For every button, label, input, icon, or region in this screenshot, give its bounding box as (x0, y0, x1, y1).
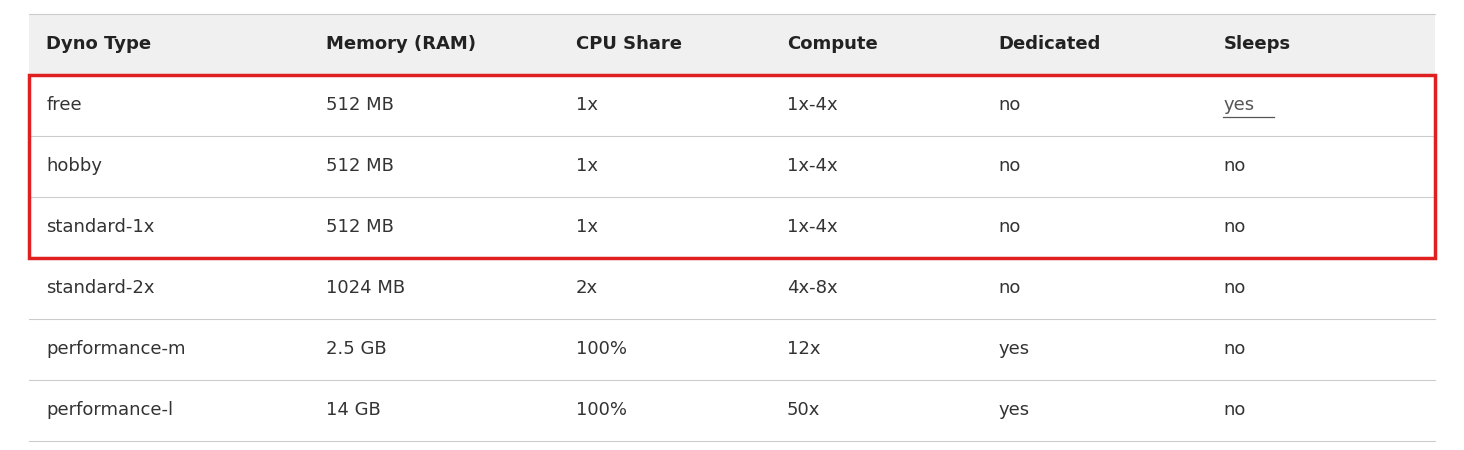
Text: performance-m: performance-m (47, 340, 186, 358)
Text: 100%: 100% (575, 401, 627, 419)
Text: free: free (47, 96, 82, 114)
Text: 1x: 1x (575, 157, 597, 175)
Text: 512 MB: 512 MB (325, 218, 394, 236)
Text: 1x-4x: 1x-4x (786, 157, 837, 175)
Text: CPU Share: CPU Share (575, 35, 682, 53)
Text: 12x: 12x (786, 340, 820, 358)
Bar (29, 258, 1435, 319)
Text: no: no (998, 279, 1020, 297)
Text: 2x: 2x (575, 279, 599, 297)
Text: hobby: hobby (47, 157, 102, 175)
Text: 512 MB: 512 MB (325, 157, 394, 175)
Text: Sleeps: Sleeps (1224, 35, 1290, 53)
Text: performance-l: performance-l (47, 401, 173, 419)
Bar (29, 75, 1435, 135)
Text: yes: yes (1224, 96, 1255, 114)
Text: Dyno Type: Dyno Type (47, 35, 151, 53)
Text: no: no (1224, 401, 1246, 419)
Text: 1024 MB: 1024 MB (325, 279, 404, 297)
Text: no: no (998, 96, 1020, 114)
Text: 4x-8x: 4x-8x (786, 279, 837, 297)
Text: 1x-4x: 1x-4x (786, 96, 837, 114)
Text: 2.5 GB: 2.5 GB (325, 340, 386, 358)
Bar (29, 319, 1435, 380)
Text: 100%: 100% (575, 340, 627, 358)
Text: no: no (1224, 340, 1246, 358)
Bar (29, 197, 1435, 258)
Text: Compute: Compute (786, 35, 877, 53)
Text: 512 MB: 512 MB (325, 96, 394, 114)
Text: standard-1x: standard-1x (47, 218, 155, 236)
Text: 14 GB: 14 GB (325, 401, 381, 419)
Text: 1x: 1x (575, 96, 597, 114)
Text: no: no (1224, 218, 1246, 236)
Text: yes: yes (998, 401, 1029, 419)
Bar (29, 380, 1435, 441)
Bar (29, 14, 1435, 75)
Text: Memory (RAM): Memory (RAM) (325, 35, 476, 53)
Text: 50x: 50x (786, 401, 820, 419)
Text: Dedicated: Dedicated (998, 35, 1101, 53)
Text: no: no (1224, 157, 1246, 175)
Text: no: no (998, 157, 1020, 175)
Text: standard-2x: standard-2x (47, 279, 155, 297)
Text: yes: yes (998, 340, 1029, 358)
Text: no: no (1224, 279, 1246, 297)
Bar (29, 135, 1435, 197)
Text: no: no (998, 218, 1020, 236)
Text: 1x-4x: 1x-4x (786, 218, 837, 236)
Text: 1x: 1x (575, 218, 597, 236)
